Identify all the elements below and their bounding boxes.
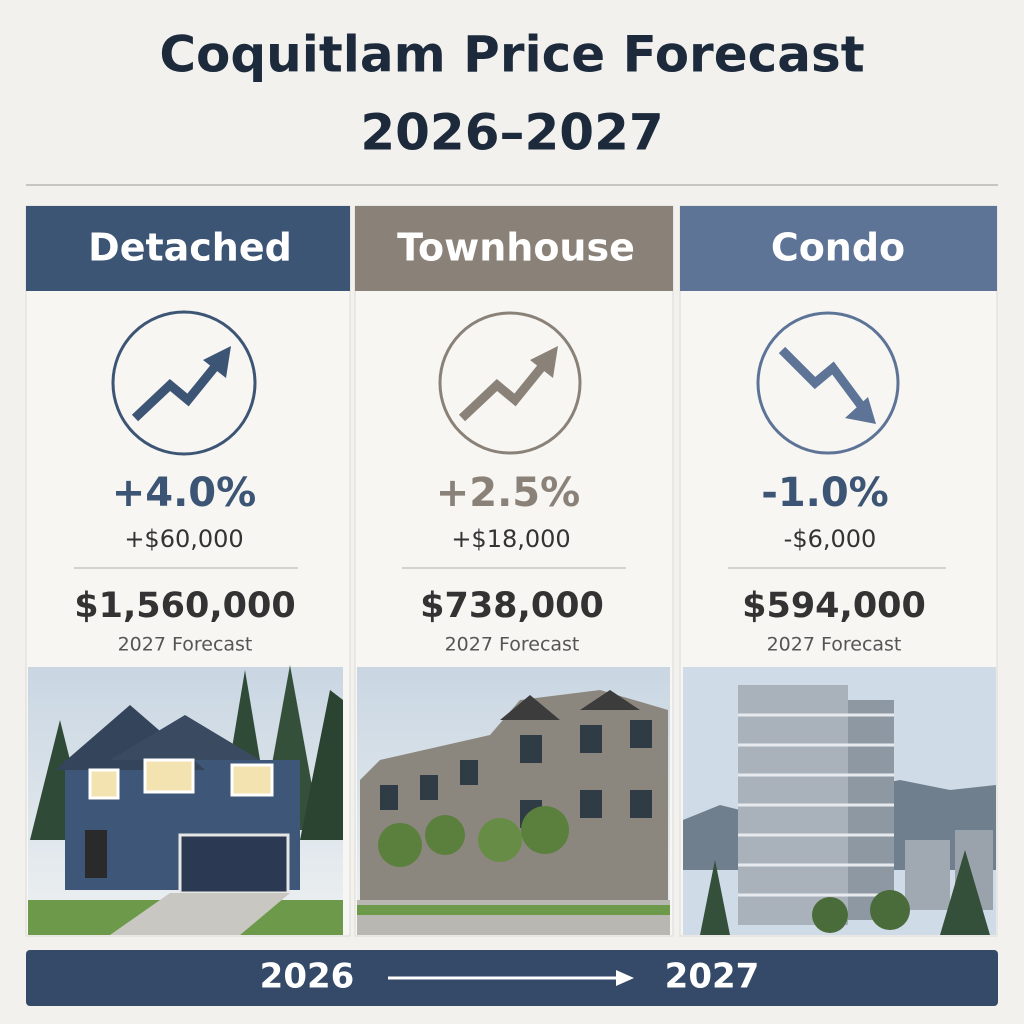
change-percent: +4.0% [112, 470, 256, 516]
photo-townhouse [357, 667, 670, 935]
arrow-head [203, 346, 231, 378]
column-name: Detached [88, 226, 292, 270]
forecast-price: $738,000 [420, 586, 604, 626]
header-bar [26, 206, 350, 291]
arrow-head [530, 346, 558, 378]
column-name: Condo [771, 226, 905, 270]
change-amount: +$60,000 [124, 525, 243, 553]
arrow-head [845, 397, 876, 424]
change-amount: +$18,000 [451, 525, 570, 553]
forecast-label: 2027 Forecast [118, 634, 253, 656]
timeline-start: 2026 [260, 957, 355, 997]
header-bar [680, 206, 997, 291]
column-name: Townhouse [397, 226, 635, 270]
forecast-price: $594,000 [742, 586, 926, 626]
change-amount: -$6,000 [784, 525, 877, 553]
photo-condo [683, 667, 996, 935]
change-percent: +2.5% [436, 470, 580, 516]
forecast-price: $1,560,000 [74, 586, 295, 626]
timeline-arrow-head [616, 970, 634, 986]
forecast-label: 2027 Forecast [445, 634, 580, 656]
title-line: 2026–2027 [360, 104, 663, 162]
forecast-label: 2027 Forecast [767, 634, 902, 656]
change-percent: -1.0% [761, 470, 889, 516]
trend-arrow [131, 346, 866, 422]
photo-detached [28, 665, 343, 935]
title-line: Coquitlam Price Forecast [159, 26, 864, 84]
trend-icon [111, 310, 900, 456]
header-bar [355, 206, 673, 291]
timeline-end: 2027 [665, 957, 760, 997]
